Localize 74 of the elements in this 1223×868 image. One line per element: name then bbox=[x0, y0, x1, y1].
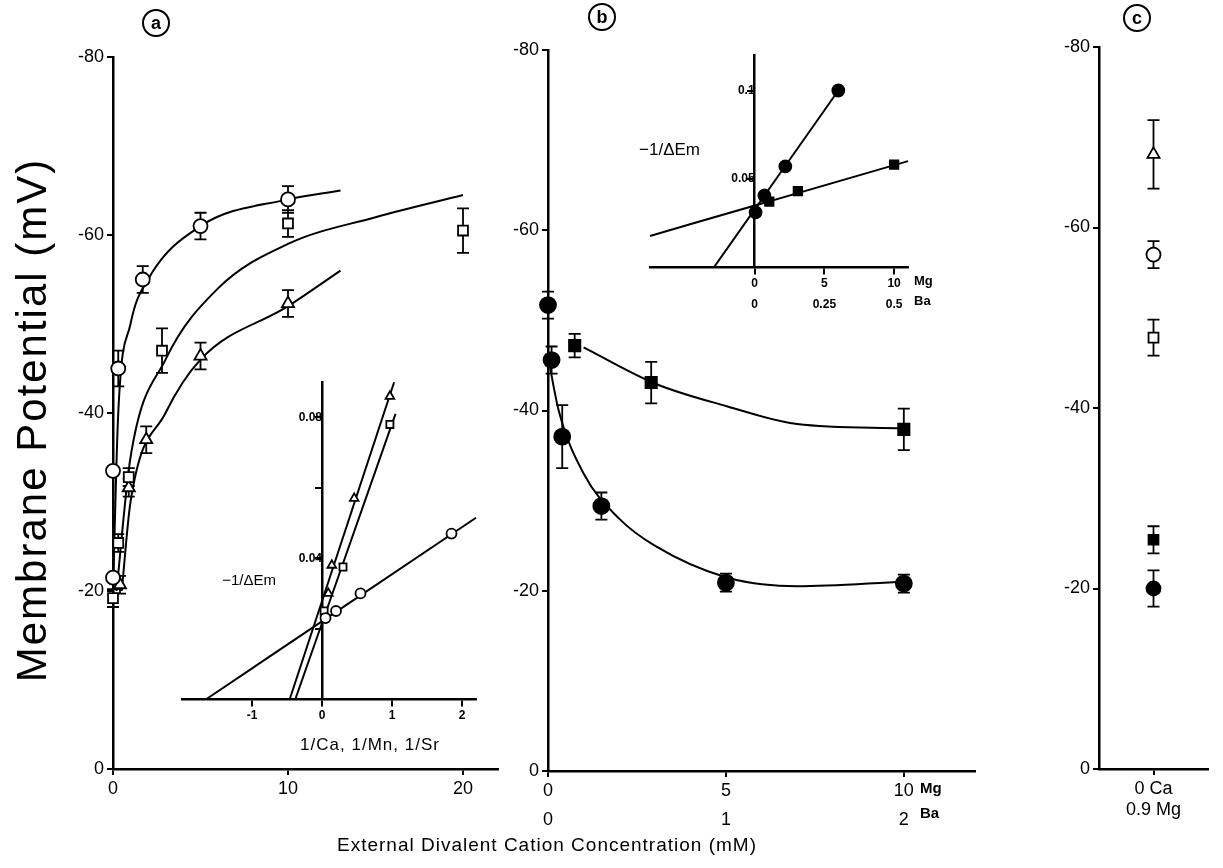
point bbox=[757, 188, 772, 203]
point bbox=[354, 587, 367, 600]
text: Mg bbox=[920, 778, 942, 796]
point bbox=[281, 295, 295, 308]
point bbox=[644, 376, 658, 390]
point bbox=[323, 587, 334, 597]
point bbox=[385, 420, 395, 429]
point bbox=[792, 185, 804, 197]
point bbox=[778, 159, 793, 174]
x2-tick-label: 1 bbox=[720, 808, 731, 829]
point bbox=[192, 218, 209, 234]
point bbox=[139, 431, 154, 445]
x-tick-label: -1 bbox=[246, 707, 258, 722]
y-tick-label: -80 bbox=[1063, 35, 1090, 56]
x2-tick-label: 2 bbox=[898, 808, 909, 829]
x2-tick-label: 0.25 bbox=[812, 296, 837, 311]
y-tick-label: -40 bbox=[1063, 396, 1090, 417]
x-tick-label: 0 bbox=[542, 779, 554, 800]
chart-title: b bbox=[596, 7, 608, 27]
x2-tick-label: 0 bbox=[751, 296, 759, 311]
y-tick-label: -20 bbox=[512, 579, 539, 600]
point bbox=[384, 390, 396, 400]
y-tick-label: -40 bbox=[77, 401, 104, 422]
point bbox=[105, 569, 121, 586]
point bbox=[326, 559, 338, 569]
x-tick-label: 0 bbox=[107, 777, 119, 798]
point bbox=[105, 462, 121, 479]
point bbox=[319, 612, 332, 624]
y-tick-label: -60 bbox=[512, 219, 539, 240]
point bbox=[897, 422, 911, 436]
point bbox=[888, 159, 900, 170]
y-tick-label: -20 bbox=[77, 579, 104, 600]
y-tick-label: 0 bbox=[93, 757, 104, 778]
x2-tick-label: 0.5 bbox=[885, 296, 903, 311]
y-tick-label: 0 bbox=[1079, 757, 1090, 778]
point bbox=[568, 339, 582, 353]
x2-tick-label: 0 bbox=[542, 808, 554, 829]
point bbox=[330, 605, 342, 617]
x-tick-label: 5 bbox=[720, 779, 731, 800]
point bbox=[748, 205, 763, 220]
x-tick-label: 2 bbox=[458, 707, 466, 722]
x-tick-label: 5 bbox=[821, 275, 829, 290]
y-axis-title: −1/ΔEm bbox=[222, 570, 276, 588]
x-axis-title: 1/Ca, 1/Mn, 1/Sr bbox=[300, 735, 440, 754]
point bbox=[553, 427, 572, 446]
x-axis-title: External Divalent Cation Concentration (mM) bbox=[337, 834, 757, 855]
point bbox=[134, 271, 151, 288]
y-tick-label: -80 bbox=[77, 45, 104, 66]
point bbox=[831, 83, 846, 98]
x-tick-label: 10 bbox=[887, 275, 902, 290]
y-tick-label: -60 bbox=[77, 223, 104, 244]
y-tick-label: -20 bbox=[1063, 577, 1090, 598]
point bbox=[592, 497, 611, 515]
x-tick-label: 1 bbox=[388, 707, 396, 722]
y-tick-label: -40 bbox=[512, 399, 539, 420]
x-tick-label: 0 bbox=[751, 275, 759, 290]
annotation: Ba bbox=[914, 292, 931, 308]
point bbox=[445, 527, 458, 540]
point bbox=[280, 191, 296, 208]
y-axis-title: −1/ΔEm bbox=[639, 140, 700, 159]
y-tick-label: -60 bbox=[1063, 216, 1090, 237]
text: Ba bbox=[920, 803, 940, 821]
x-tick-label: 20 bbox=[452, 777, 474, 798]
chart-title: c bbox=[1131, 8, 1142, 28]
x-tick-label: 0 Ca 0.9 Mg bbox=[1125, 777, 1182, 820]
y-tick-label: 0 bbox=[528, 759, 539, 780]
point bbox=[193, 348, 208, 361]
x-tick-label: 10 bbox=[277, 777, 299, 798]
y-axis-title: Membrane Potential (mV) bbox=[8, 157, 55, 683]
x-tick-label: 10 bbox=[893, 779, 914, 800]
point bbox=[348, 492, 360, 502]
annotation: Mg bbox=[914, 272, 933, 288]
y-tick-label: -80 bbox=[512, 38, 539, 59]
chart-title: a bbox=[150, 13, 161, 33]
